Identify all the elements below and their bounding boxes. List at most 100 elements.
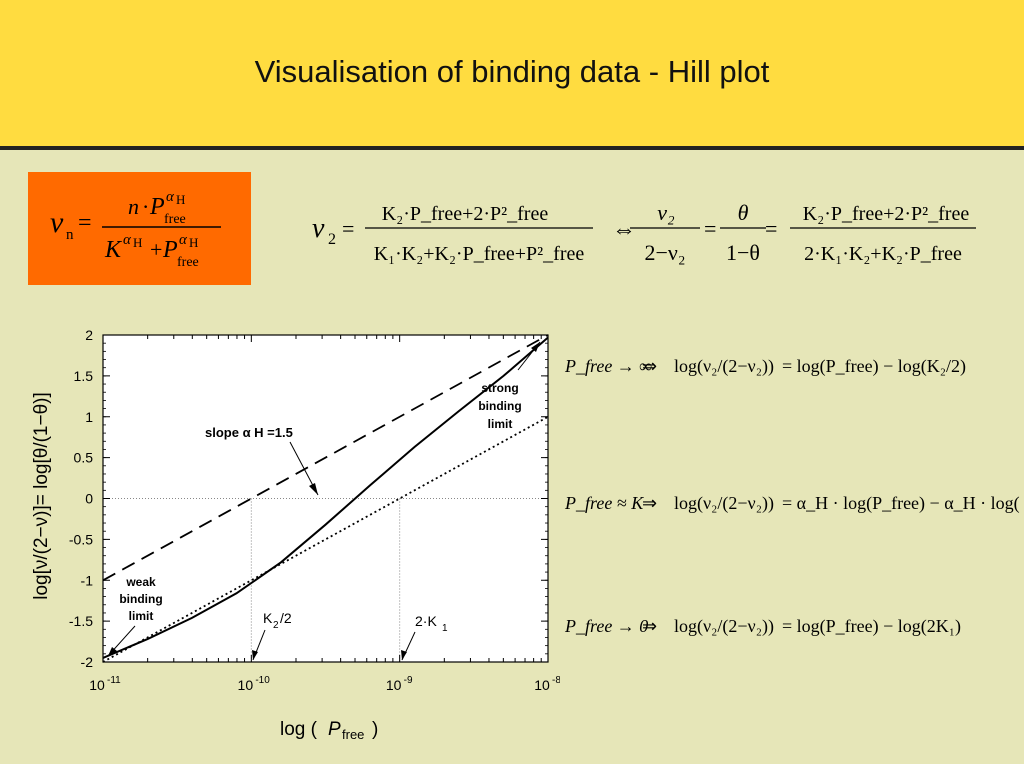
x-axis-title-paren: ) <box>372 719 378 740</box>
slide-title: Visualisation of binding data - Hill plo… <box>254 54 770 89</box>
limit-high-lhs: log(ν₂/(2−ν₂)) <box>674 356 774 377</box>
y-tick-label: 1.5 <box>74 368 94 384</box>
two-k1-main: 2·K <box>415 613 437 629</box>
frac1-numerator: K₂·P_free+2·P²_free <box>382 203 549 225</box>
frac3-denominator: 1−θ <box>726 240 760 265</box>
k2-half-main: K <box>263 610 273 626</box>
hill-equation-box: ν n = n · P free α H K α H + P free α H <box>28 172 251 285</box>
den-alpha-2: α <box>179 232 188 248</box>
y-tick-label: -2 <box>81 654 94 670</box>
limit-low-arrow: ⇒ <box>642 616 657 636</box>
frac4-numerator: K₂·P_free+2·P²_free <box>803 203 970 225</box>
equals-2: = <box>704 216 716 241</box>
equals-1: = <box>342 216 354 241</box>
limit-mid-arrow: ⇒ <box>642 493 657 513</box>
frac1-denominator: K₁·K₂+K₂·P_free+P²_free <box>374 243 585 265</box>
frac2-numerator: ν₂ <box>657 200 675 225</box>
nu2-symbol: ν <box>312 213 325 244</box>
y-tick-label: 2 <box>85 327 93 343</box>
num-n: n <box>128 194 139 219</box>
y-tick-label: -1.5 <box>69 613 93 629</box>
den-p: P <box>162 237 178 263</box>
x-tick-exponent: -8 <box>552 675 560 686</box>
strong-label-2: binding <box>478 399 521 413</box>
limit-mid: P_free ≈ K ⇒ log(ν₂/(2−ν₂)) = α_H · log(… <box>564 493 1020 514</box>
reference-lines <box>103 498 548 662</box>
limit-high-condition: P_free → ∞ <box>564 356 652 376</box>
den-alpha: α <box>123 232 132 248</box>
two-k1-label: 2·K 1 <box>415 613 448 634</box>
y-tick-label: 0 <box>85 491 93 507</box>
limit-high-arrow: ⇒ <box>642 356 657 376</box>
num-free: free <box>164 212 186 227</box>
num-h: H <box>176 192 185 207</box>
x-axis-title-log: log ( <box>280 719 318 740</box>
series-group <box>102 334 549 663</box>
series-line-dashed <box>102 334 549 582</box>
two-k1-arrowhead <box>401 650 407 660</box>
den-h-2: H <box>189 235 198 250</box>
weak-label-2: binding <box>119 592 162 606</box>
strong-label-3: limit <box>488 417 513 431</box>
limit-low-condition: P_free → 0 <box>564 616 648 636</box>
series-line-solid <box>102 336 549 659</box>
den-k: K <box>104 237 123 263</box>
limit-mid-rhs: = α_H · log(P_free) − α_H · log(K) <box>782 493 1020 514</box>
equals-3: = <box>765 216 777 241</box>
den-h: H <box>133 235 142 250</box>
strong-label-1: strong <box>481 381 518 395</box>
den-free: free <box>177 255 199 270</box>
x-tick-label: 10 <box>534 677 550 693</box>
y-tick-label: 0.5 <box>74 450 94 466</box>
nu-symbol: ν <box>50 206 64 239</box>
num-p: P <box>149 194 165 220</box>
x-tick-label: 10 <box>89 677 105 693</box>
x-tick-exponent: -9 <box>404 675 413 686</box>
x-axis-title-free: free <box>342 727 364 742</box>
y-tick-label: -0.5 <box>69 531 93 547</box>
strong-arrowhead <box>531 342 540 352</box>
limit-high: P_free → ∞ ⇒ log(ν₂/(2−ν₂)) = log(P_free… <box>564 356 966 377</box>
nu-subscript: n <box>66 227 74 243</box>
y-tick-label: -1 <box>81 572 94 588</box>
x-tick-label: 10 <box>238 677 254 693</box>
hill-equation: ν n = n · P free α H K α H + P free α H <box>50 189 221 270</box>
slope-arrowhead <box>309 483 318 495</box>
binding-equation: ν 2 = K₂·P_free+2·P²_free K₁·K₂+K₂·P_fre… <box>312 200 976 265</box>
limit-high-rhs: = log(P_free) − log(K₂/2) <box>782 356 966 377</box>
weak-arrowhead <box>108 647 117 656</box>
limit-mid-lhs: log(ν₂/(2−ν₂)) <box>674 493 774 514</box>
two-k1-sub: 1 <box>442 623 448 634</box>
x-axis-title: log ( P free ) <box>280 719 378 742</box>
frac4-denominator: 2·K₁·K₂+K₂·P_free <box>804 243 962 265</box>
limit-low-lhs: log(ν₂/(2−ν₂)) <box>674 616 774 637</box>
num-dot: · <box>142 194 149 219</box>
den-plus: + <box>150 237 162 262</box>
x-axis-title-p: P <box>328 719 341 740</box>
equals-sign: = <box>78 210 92 236</box>
hill-plot: 10 -11 10 -10 10 -9 10 -8 21.510.50-0.5-1-1.5-2… <box>31 327 560 742</box>
x-tick-exponent: -10 <box>255 675 270 686</box>
limit-mid-condition: P_free ≈ K <box>564 493 644 513</box>
k2-half-arrowhead <box>252 650 258 660</box>
limit-low: P_free → 0 ⇒ log(ν₂/(2−ν₂)) = log(P_free… <box>564 616 961 637</box>
nu2-subscript: 2 <box>328 231 336 248</box>
frac2-denominator: 2−ν₂ <box>644 240 685 265</box>
num-alpha: α <box>166 189 175 205</box>
x-tick-exponent: -11 <box>107 675 121 686</box>
y-tick-label: 1 <box>85 409 93 425</box>
x-tick-label: 10 <box>386 677 402 693</box>
k2-half-sub: 2 <box>273 620 279 631</box>
frac3-numerator: θ <box>738 200 749 225</box>
iff-symbol: ⇔ <box>612 217 636 243</box>
slope-annotation: slope α H =1.5 <box>205 425 293 440</box>
k2-half-label: K 2 /2 <box>263 610 292 631</box>
y-axis: 2 1.5 1 0.5 0 -0.5 -1 -1.5 -2 <box>69 327 548 670</box>
x-axis: 10 -11 10 -10 10 -9 10 -8 <box>89 335 560 693</box>
limit-low-rhs: = log(P_free) − log(2K₁) <box>782 616 961 637</box>
k2-half-rest: /2 <box>280 610 292 626</box>
weak-label-1: weak <box>125 575 156 589</box>
weak-label-3: limit <box>129 609 154 623</box>
y-axis-title: log[ν/(2−ν)]= log[θ/(1−θ)] <box>31 392 52 600</box>
title-banner: Visualisation of binding data - Hill plo… <box>0 0 1024 150</box>
